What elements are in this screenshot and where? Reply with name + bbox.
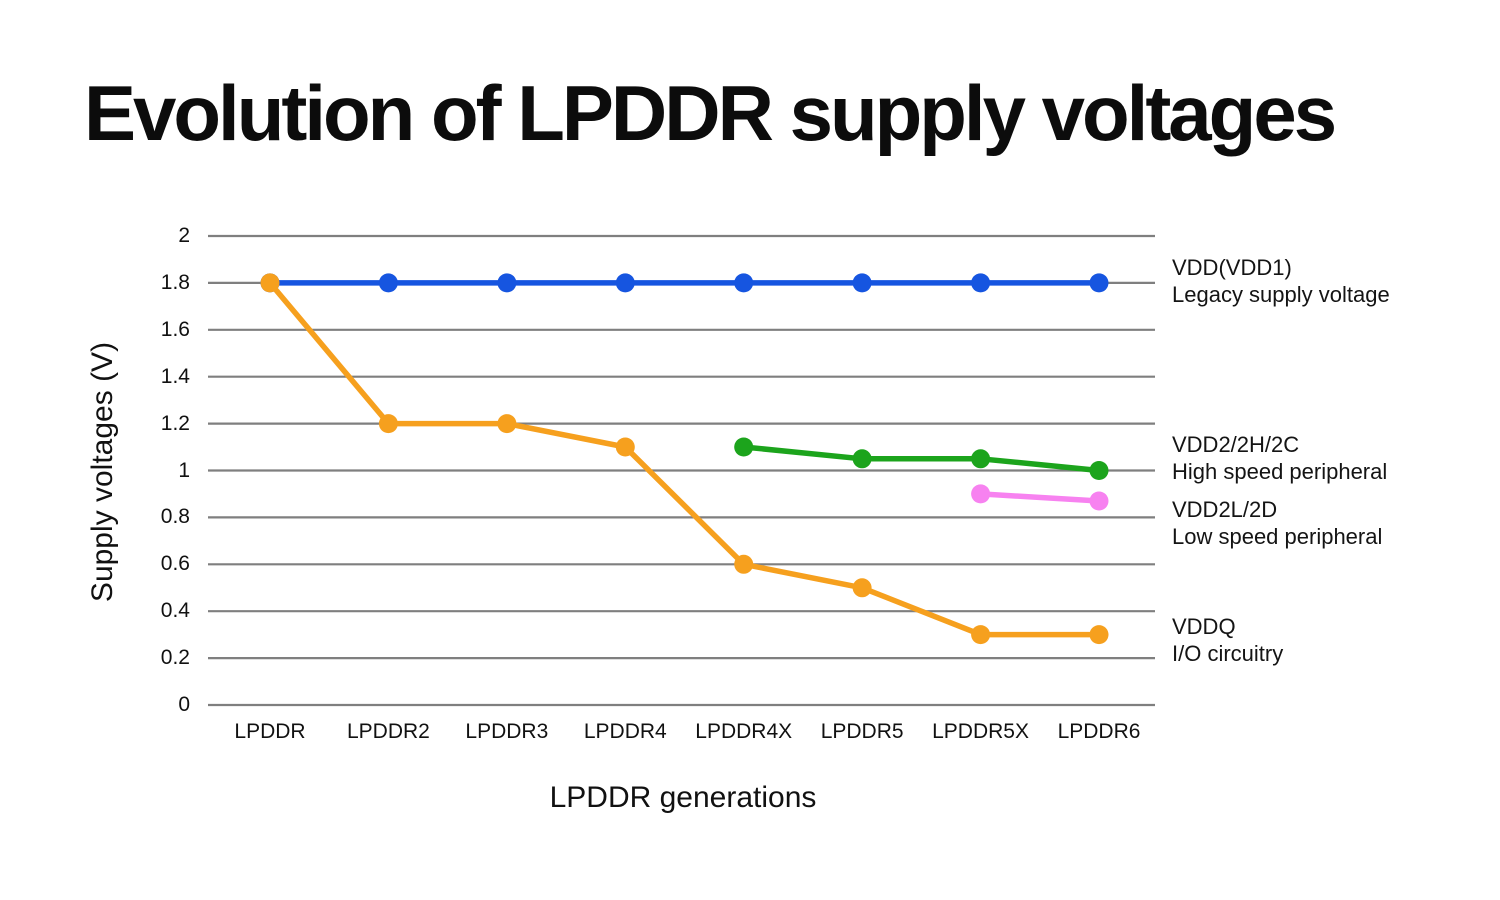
data-point [1089, 625, 1109, 645]
y-tick-label: 0.8 [160, 505, 190, 529]
data-point [971, 273, 991, 293]
legend-vddq: VDDQ I/O circuitry [1172, 613, 1283, 667]
y-tick-label: 1 [178, 458, 190, 482]
legend-series-description: Legacy supply voltage [1172, 282, 1390, 307]
x-axis-title: LPDDR generations [549, 781, 817, 814]
data-point [971, 625, 991, 645]
x-tick-label: LPDDR4X [695, 720, 793, 743]
y-tick-label: 0.6 [160, 552, 190, 576]
data-point [1089, 273, 1109, 293]
legend-series-description: I/O circuitry [1172, 641, 1284, 666]
chart-title: Evolution of LPDDR supply voltages [84, 69, 1337, 157]
legend-series-name: VDD2/2H/2C [1172, 432, 1300, 457]
y-tick-label: 1.2 [160, 411, 190, 435]
legend-series-name: VDD(VDD1) [1172, 255, 1292, 280]
x-tick-label: LPDDR5X [932, 720, 1029, 743]
data-point [615, 437, 635, 457]
data-point [734, 273, 754, 293]
data-point [1089, 491, 1109, 511]
x-tick-label: LPDDR5 [820, 720, 904, 743]
y-axis-title: Supply voltages (V) [86, 341, 119, 603]
legend-vdd-vdd1: VDD(VDD1) Legacy supply voltage [1172, 254, 1390, 308]
y-tick-label: 1.4 [160, 364, 190, 388]
legend-series-name: VDD2L/2D [1172, 497, 1278, 522]
data-point [378, 273, 398, 293]
legend-series-description: High speed peripheral [1172, 459, 1388, 484]
data-point [378, 414, 398, 434]
data-point [497, 414, 517, 434]
data-point [1089, 461, 1109, 480]
data-point [852, 578, 872, 598]
data-point [852, 449, 872, 469]
legend-vdd2-2h-2c: VDD2/2H/2C High speed peripheral [1172, 431, 1387, 485]
legend-vdd2l-2d: VDD2L/2D Low speed peripheral [1172, 496, 1382, 550]
y-tick-label: 1.8 [160, 270, 190, 294]
series-line-vddq [267, 280, 1102, 638]
data-point [734, 554, 754, 574]
legend-series-name: VDDQ [1172, 614, 1236, 639]
x-tick-label: LPDDR6 [1057, 720, 1141, 743]
data-point [971, 484, 991, 504]
legend-series-description: Low speed peripheral [1172, 524, 1383, 549]
x-tick-label: LPDDR2 [346, 720, 430, 743]
data-point [615, 273, 635, 293]
series-line-vdd2l-2d [977, 491, 1102, 504]
y-tick-label: 2 [178, 224, 190, 247]
y-tick-label: 0 [178, 693, 190, 716]
data-point [497, 273, 517, 293]
x-tick-label: LPDDR3 [465, 720, 549, 743]
data-point [971, 449, 991, 469]
x-tick-label: LPDDR4 [583, 720, 667, 743]
x-tick-label: LPDDR [234, 720, 306, 743]
y-tick-label: 0.4 [160, 599, 190, 623]
y-tick-label: 1.6 [160, 317, 190, 341]
series-line-vdd2-2h-2c [740, 444, 1102, 474]
data-point [734, 437, 754, 457]
data-point [260, 273, 280, 293]
data-point [852, 273, 872, 293]
y-tick-label: 0.2 [160, 646, 190, 670]
